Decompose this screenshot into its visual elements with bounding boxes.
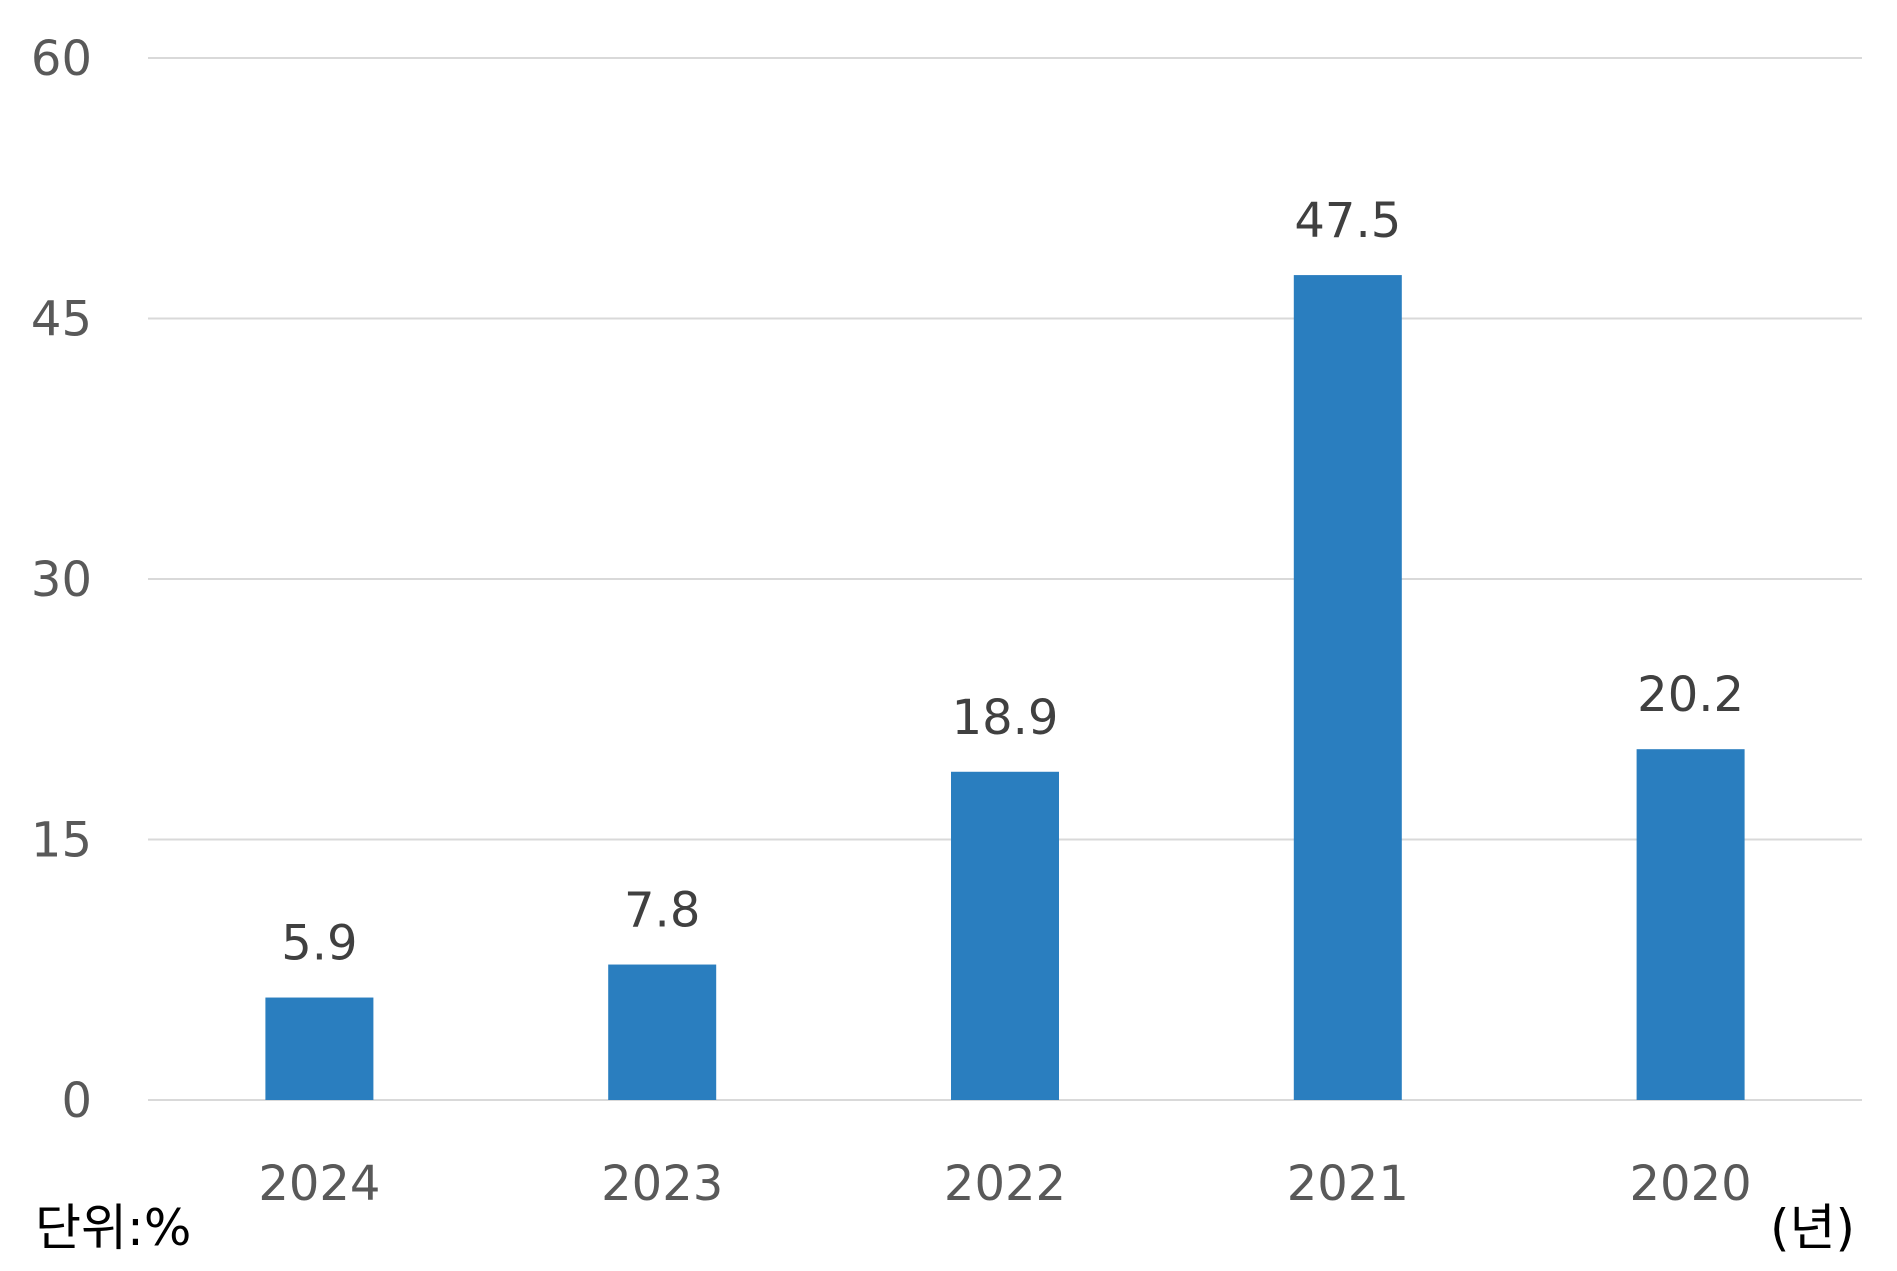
data-label: 47.5 bbox=[1294, 193, 1401, 249]
x-tick-label: 2022 bbox=[944, 1156, 1066, 1212]
data-label: 18.9 bbox=[952, 690, 1059, 746]
y-tick-label: 60 bbox=[31, 31, 92, 87]
x-tick-label: 2023 bbox=[601, 1156, 723, 1212]
y-tick-label: 30 bbox=[31, 552, 92, 608]
data-label: 20.2 bbox=[1637, 667, 1744, 723]
bar-2023 bbox=[608, 964, 717, 1100]
y-tick-label: 0 bbox=[61, 1073, 92, 1129]
bars bbox=[265, 275, 1745, 1100]
bar-2020 bbox=[1636, 749, 1745, 1100]
x-axis-title: (년) bbox=[1770, 1199, 1855, 1257]
y-tick-label: 45 bbox=[31, 292, 92, 348]
y-tick-label: 15 bbox=[31, 813, 92, 869]
y-axis-ticks: 0 15 30 45 60 bbox=[31, 31, 92, 1129]
x-tick-label: 2020 bbox=[1630, 1156, 1752, 1212]
x-axis-ticks: 2024 2023 2022 2021 2020 bbox=[258, 1156, 1751, 1212]
data-label: 7.8 bbox=[624, 883, 700, 939]
gridlines bbox=[148, 57, 1862, 1101]
bar-2021 bbox=[1293, 275, 1402, 1100]
data-label: 5.9 bbox=[281, 916, 357, 972]
bar-2024 bbox=[265, 997, 374, 1100]
bar-2022 bbox=[951, 771, 1059, 1100]
unit-note: 단위:% bbox=[35, 1199, 191, 1257]
data-labels: 5.9 7.8 18.9 47.5 20.2 bbox=[281, 193, 1744, 971]
x-tick-label: 2024 bbox=[258, 1156, 380, 1212]
x-tick-label: 2021 bbox=[1287, 1156, 1409, 1212]
